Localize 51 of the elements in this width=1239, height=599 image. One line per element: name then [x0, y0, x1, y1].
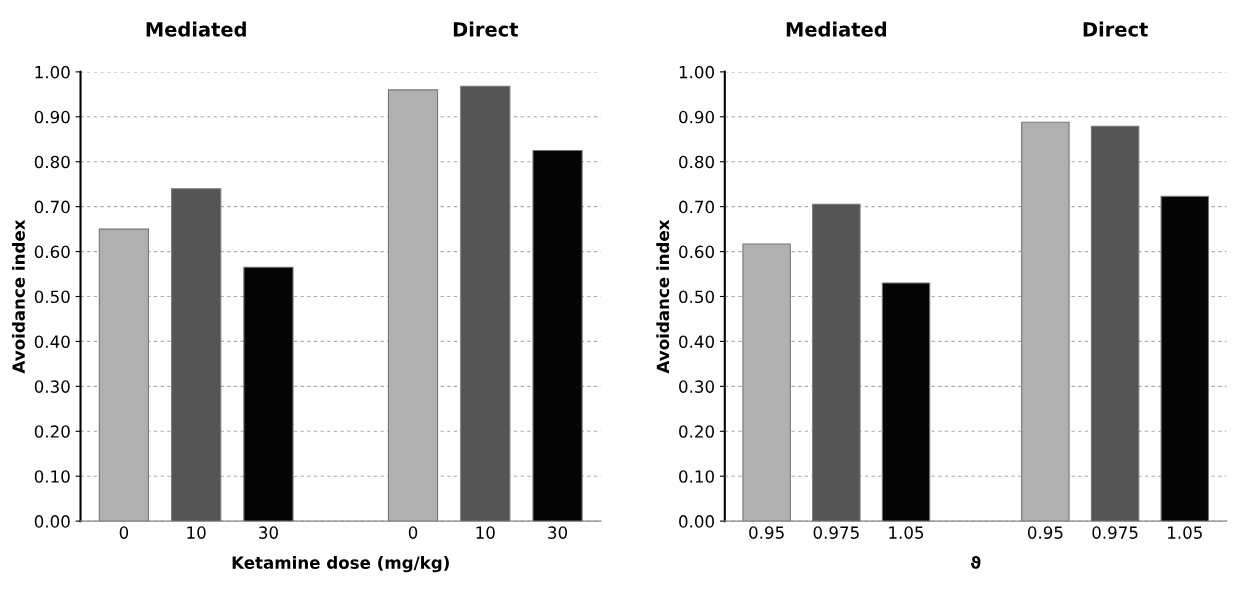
x-tick-label: 30 — [548, 526, 568, 539]
x-tick-label: 10 — [187, 526, 206, 539]
y-axis-title: Avoidance index — [656, 219, 670, 374]
y-tick-label: 0.80 — [34, 155, 70, 169]
x-tick-label: 10 — [476, 526, 495, 539]
bar — [1160, 195, 1210, 522]
bar — [460, 85, 511, 522]
y-tick-label: 1.00 — [679, 65, 714, 79]
text: Direct — [1083, 21, 1148, 37]
x-tick-label: 0 — [119, 526, 129, 539]
y-tick-label: 0.00 — [679, 515, 714, 528]
y-tick-label: 0.90 — [34, 110, 70, 124]
x-tick-label: 30 — [259, 526, 278, 539]
bar — [171, 188, 222, 522]
x-tick-label: 1.05 — [889, 526, 924, 539]
text: Mediated — [146, 21, 246, 37]
y-tick-label: 0.80 — [679, 155, 714, 169]
bar — [243, 266, 294, 522]
y-axis-title: Avoidance index — [12, 219, 25, 374]
text: Mediated — [786, 21, 887, 37]
x-tick-label: 0.95 — [1027, 526, 1063, 539]
y-tick-label: 0.30 — [34, 380, 70, 393]
x-tick-label: 0 — [408, 526, 418, 539]
bar — [387, 89, 439, 522]
y-tick-label: 0.60 — [679, 245, 714, 259]
y-tick-label: 1.00 — [35, 65, 70, 79]
text: Direct — [453, 21, 519, 37]
y-tick-label: 0.50 — [34, 290, 70, 304]
bar — [881, 282, 931, 522]
y-tick-label: 0.10 — [34, 470, 70, 483]
y-tick-label: 0.30 — [679, 380, 714, 393]
x-tick-label: 1.05 — [1168, 526, 1202, 539]
y-tick-label: 0.90 — [679, 110, 714, 124]
y-tick-label: 0.20 — [679, 425, 714, 438]
y-tick-label: 0.00 — [34, 515, 70, 528]
bar — [1090, 125, 1140, 522]
x-tick-label: 0.975 — [813, 526, 859, 539]
x-axis-title: Ketamine dose (mg/kg) — [232, 556, 449, 573]
y-tick-label: 0.10 — [679, 470, 714, 483]
bar — [532, 149, 583, 522]
y-tick-label: 0.50 — [679, 290, 714, 304]
y-tick-label: 0.60 — [34, 245, 70, 259]
y-tick-label: 0.40 — [34, 335, 70, 348]
x-axis-title: ϑ — [971, 555, 981, 569]
x-tick-label: 0.95 — [749, 526, 784, 539]
bar — [812, 203, 861, 522]
y-tick-label: 0.40 — [679, 335, 714, 348]
y-tick-label: 0.70 — [34, 200, 70, 214]
y-tick-label: 0.20 — [34, 425, 70, 438]
x-tick-label: 0.975 — [1092, 526, 1138, 539]
y-tick-label: 0.70 — [679, 200, 714, 214]
